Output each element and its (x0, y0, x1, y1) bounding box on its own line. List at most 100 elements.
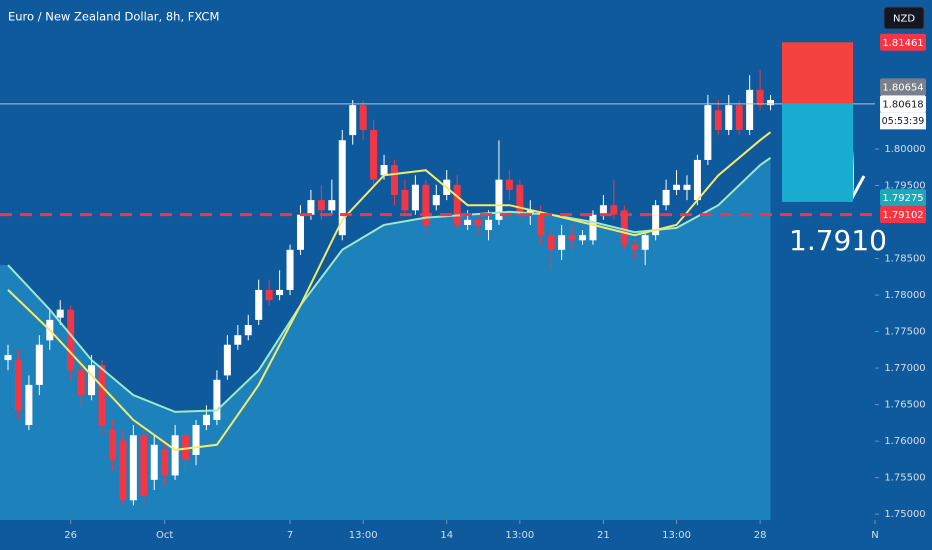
y-tick-label: 1.75000 (884, 509, 925, 520)
candle-body (589, 214, 597, 241)
candle-body (380, 165, 388, 176)
price-label: 1.80618 (882, 99, 923, 110)
candle-body (767, 100, 775, 106)
candle-body (610, 205, 618, 215)
moving-average (7, 131, 772, 451)
candle-body (411, 184, 419, 211)
price-label-box (880, 95, 926, 113)
candle-body (129, 435, 137, 501)
candle-body (161, 449, 169, 476)
candle-body (401, 189, 409, 211)
candle-body (35, 344, 43, 385)
price-label: 1.80654 (882, 82, 923, 93)
candle-body (432, 195, 440, 206)
target-zone (782, 103, 853, 202)
candle-body (14, 360, 22, 411)
candle-body (516, 184, 524, 215)
candle-body (568, 235, 576, 241)
x-tick-label: 7 (287, 530, 293, 541)
candle-body (119, 440, 127, 501)
candle-body (537, 214, 545, 236)
currency-button[interactable] (883, 6, 925, 30)
candle-body (652, 205, 660, 236)
candle-body (683, 184, 691, 190)
moving-average (7, 156, 772, 413)
candle-body (631, 244, 639, 250)
candle-body (453, 184, 461, 225)
chart-title: Euro / New Zealand Dollar, 8h, FXCM (8, 10, 219, 24)
price-label-box (880, 33, 926, 51)
candle-body (599, 205, 607, 215)
candle-body (338, 140, 346, 236)
y-tick-label: 1.77000 (884, 363, 925, 374)
candle-body (317, 200, 325, 211)
candle-body (4, 354, 12, 361)
price-label: 1.79275 (882, 193, 923, 204)
candle-body (328, 200, 336, 211)
x-tick-label: 13:00 (349, 530, 378, 541)
candle-body (641, 235, 649, 250)
candle-body (276, 289, 284, 296)
candle-body (662, 189, 670, 206)
candle-body (464, 219, 472, 225)
x-tick-label: 14 (440, 530, 453, 541)
x-tick-label: 28 (754, 530, 767, 541)
y-tick-label: 1.79500 (884, 181, 925, 192)
candle-body (349, 105, 357, 136)
y-tick-label: 1.78000 (884, 290, 925, 301)
candle-body (56, 309, 64, 318)
x-tick-label: Oct (156, 530, 173, 541)
target-annotation: 1.7910 (789, 224, 887, 257)
candle-body (244, 325, 252, 336)
candle-body (202, 414, 210, 426)
countdown: 05:53:39 (882, 116, 925, 127)
candle-body (390, 165, 398, 195)
candle-body (547, 235, 555, 250)
candle-body (693, 159, 701, 201)
candle-body (673, 184, 681, 190)
candle-body (495, 179, 503, 220)
price-label: 1.79102 (882, 210, 923, 221)
candle-body (422, 184, 430, 225)
candle-body (223, 344, 231, 376)
candle-body (756, 89, 764, 106)
candle-body (98, 365, 106, 426)
y-tick-label: 1.76500 (884, 400, 925, 411)
countdown-box (880, 112, 926, 130)
candle-body (735, 105, 743, 130)
candle-body (25, 384, 33, 426)
candle-body (579, 235, 587, 241)
candle-body (746, 89, 754, 130)
price-label-box (880, 206, 926, 224)
candle-body (88, 365, 96, 396)
price-label-box (880, 78, 926, 96)
x-tick-label: N (871, 530, 878, 541)
candle-body (171, 435, 179, 476)
price-label: 1.81461 (882, 38, 923, 49)
candle-body (725, 105, 733, 130)
candle-body (265, 289, 273, 301)
y-tick-label: 1.77500 (884, 327, 925, 338)
candle-body (108, 430, 116, 461)
candle-body (213, 379, 221, 420)
candle-body (714, 110, 722, 130)
y-tick-label: 1.75500 (884, 473, 925, 484)
currency-label[interactable]: NZD (893, 14, 915, 25)
candle-body (370, 130, 378, 180)
y-tick-label: 1.80000 (884, 144, 925, 155)
candle-body (192, 425, 200, 455)
x-tick-label: 13:00 (662, 530, 691, 541)
candle-body (234, 335, 242, 345)
candle-body (620, 210, 628, 245)
candle-body (296, 214, 304, 250)
candle-body (150, 444, 158, 480)
y-tick-label: 1.76000 (884, 436, 925, 447)
x-tick-label: 21 (597, 530, 610, 541)
y-tick-label: 1.78500 (884, 254, 925, 265)
price-label-box (880, 189, 926, 207)
candle-body (505, 179, 513, 190)
candle-body (307, 200, 315, 215)
x-tick-label: 26 (64, 530, 77, 541)
